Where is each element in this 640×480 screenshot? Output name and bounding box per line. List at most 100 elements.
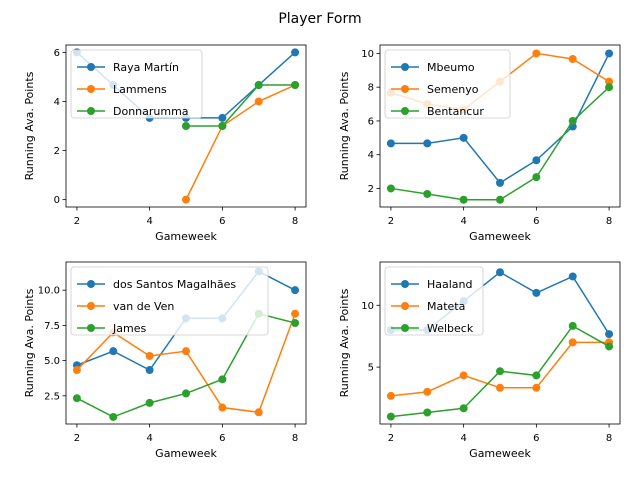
data-point [182, 389, 190, 398]
data-point [496, 367, 504, 376]
y-tick-label: 6 [54, 48, 60, 59]
x-tick-label: 2 [74, 216, 80, 227]
x-tick-label: 8 [292, 216, 298, 227]
axes-frame [65, 261, 307, 425]
data-point [182, 195, 190, 204]
data-point [291, 318, 300, 327]
data-point [254, 81, 263, 90]
data-point [145, 366, 154, 375]
x-tick-label: 2 [74, 433, 80, 444]
y-tick-label: 10 [361, 49, 374, 60]
legend-swatch-marker [401, 280, 409, 288]
legend-swatch-marker [87, 85, 95, 93]
x-tick-label: 2 [388, 433, 394, 444]
legend-swatch-marker [401, 302, 409, 310]
legend: dos Santos Magalhães van de Ven James [70, 266, 269, 336]
data-point [145, 351, 154, 360]
x-tick-label: 4 [460, 216, 466, 227]
data-point [568, 116, 577, 125]
data-point [605, 83, 614, 92]
data-point [72, 366, 81, 375]
data-point [423, 387, 432, 396]
data-point [218, 403, 227, 412]
data-point [532, 371, 541, 380]
data-point [532, 156, 541, 165]
axes-frame [379, 44, 621, 208]
data-point [423, 408, 432, 417]
data-point [386, 391, 395, 400]
legend-swatch-marker [87, 107, 95, 115]
x-tick-label: 4 [146, 216, 152, 227]
legend-entry-label: Raya Martín [113, 61, 179, 74]
axes-frame [379, 261, 621, 425]
y-tick-label: 10 [361, 301, 374, 312]
x-tick-label: 6 [533, 216, 539, 227]
data-point [568, 55, 577, 64]
data-point [182, 122, 190, 130]
y-axis-label: Running Ava. Points [23, 288, 36, 397]
x-axis-label: Gameweek [155, 230, 217, 243]
x-tick-label: 8 [292, 433, 298, 444]
data-point [291, 309, 300, 318]
data-point [496, 268, 504, 277]
x-tick-label: 2 [388, 216, 394, 227]
y-axis-label: Running Ava. Points [338, 71, 351, 180]
x-tick-label: 8 [606, 433, 612, 444]
figure-title: Player Form [278, 11, 361, 27]
legend-entry-label: Mbeumo [427, 61, 475, 74]
data-point [605, 49, 614, 58]
legend-swatch-marker [401, 63, 409, 71]
data-point [605, 330, 614, 339]
x-axis-label: Gameweek [469, 230, 531, 243]
legend: Haaland Mateta Welbeck [384, 266, 484, 336]
data-point [532, 383, 541, 392]
y-tick-label: 6 [368, 116, 374, 127]
data-point [459, 133, 468, 142]
legend-entry-label: Haaland [427, 278, 473, 291]
y-axis-label: Running Ava. Points [23, 71, 36, 180]
data-point [109, 412, 118, 421]
data-point [605, 342, 614, 351]
legend-swatch-marker [87, 63, 95, 71]
x-tick-label: 6 [219, 216, 225, 227]
data-point [532, 173, 541, 182]
y-tick-label: 0 [54, 195, 60, 206]
data-point [145, 398, 154, 407]
data-point [568, 321, 577, 330]
data-point [423, 139, 432, 148]
legend-swatch-marker [401, 324, 409, 332]
legend-entry-label: Semenyo [427, 83, 479, 96]
data-point [459, 195, 468, 204]
data-point [218, 122, 227, 130]
data-point [423, 190, 432, 199]
legend-entry-label: Mateta [427, 300, 465, 313]
y-tick-label: 2.5 [44, 391, 60, 402]
legend-swatch-marker [401, 107, 409, 115]
axes-frame [65, 44, 307, 208]
legend-entry-label: dos Santos Magalhães [113, 278, 236, 291]
data-point [568, 338, 577, 347]
subplot-2: 2 4 6 8 2 4 6 8 10 Gameweek Running Ava. Points Mbe… [338, 44, 621, 243]
data-point [254, 97, 263, 106]
legend-entry-label: Lammens [113, 83, 167, 96]
data-point [532, 49, 541, 58]
data-point [496, 178, 504, 187]
x-tick-label: 4 [460, 433, 466, 444]
series-line-3 [186, 84, 296, 127]
data-point [109, 347, 118, 356]
data-point [532, 288, 541, 297]
x-axis-label: Gameweek [155, 447, 217, 460]
data-point [291, 286, 300, 295]
data-point [496, 383, 504, 392]
data-point [459, 371, 468, 380]
legend-entry-label: van de Ven [113, 300, 174, 313]
subplot-4: 2 4 6 8 5 10 Gameweek Running Ava. Points Haalan… [338, 261, 621, 460]
series-line-2 [185, 84, 296, 200]
legend-swatch-marker [87, 280, 95, 288]
legend-frame [70, 266, 269, 336]
y-tick-label: 2 [54, 146, 60, 157]
legend-swatch-marker [401, 85, 409, 93]
legend-entry-label: Donnarumma [113, 105, 189, 118]
